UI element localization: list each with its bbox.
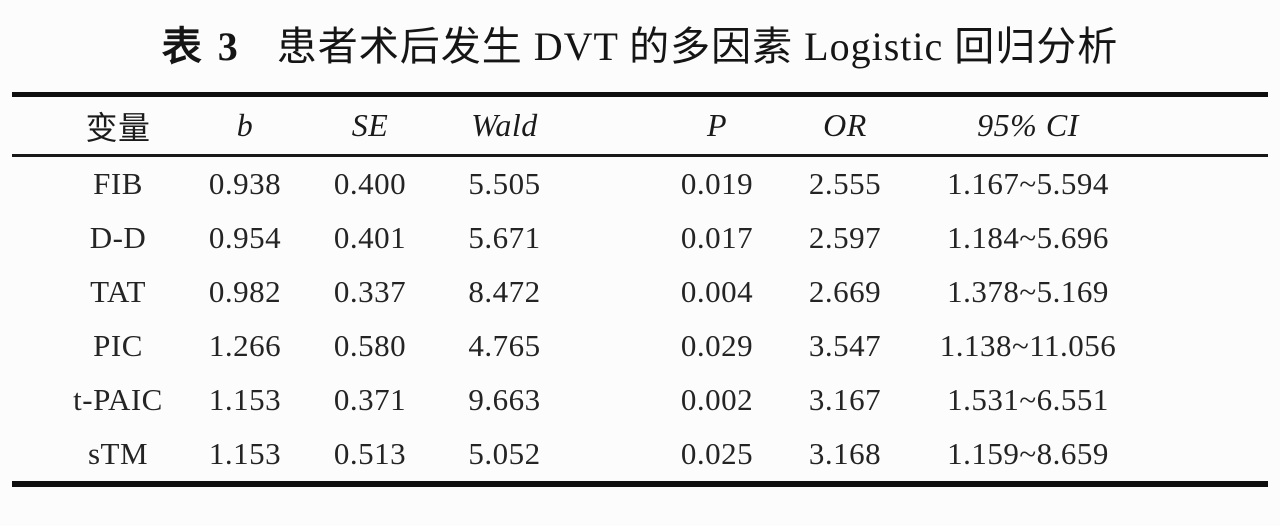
cell-wald: 4.765 (468, 328, 541, 363)
cell-wald: 8.472 (468, 274, 541, 309)
table-row: sTM 1.153 0.513 5.052 0.025 3.168 1.159~… (12, 427, 1268, 484)
cell-se: 0.513 (333, 436, 407, 471)
column-header-wald: Wald (442, 94, 611, 157)
table-caption: 患者术后发生 DVT 的多因素 Logistic 回归分析 (276, 24, 1119, 69)
cell-p: 0.017 (680, 220, 754, 255)
header-row: 变量 b SE Wald P OR 95% CI (12, 94, 1268, 157)
cell-ci: 1.138~11.056 (939, 328, 1117, 363)
cell-or: 2.555 (808, 166, 882, 201)
cell-wald: 5.052 (468, 436, 541, 471)
table-title: 表 3 患者术后发生 DVT 的多因素 Logistic 回归分析 (0, 24, 1280, 70)
cell-b: 0.938 (208, 166, 282, 201)
table-row: D-D 0.954 0.401 5.671 0.017 2.597 1.184~… (12, 211, 1268, 265)
cell-variable: sTM (87, 436, 149, 471)
cell-variable: TAT (90, 274, 146, 309)
cell-ci: 1.184~5.696 (947, 220, 1109, 255)
column-header-ci: 95% CI (933, 94, 1268, 157)
cell-variable: PIC (93, 328, 143, 363)
cell-se: 0.371 (333, 382, 407, 417)
cell-se: 0.580 (333, 328, 407, 363)
cell-p: 0.029 (680, 328, 754, 363)
column-header-se: SE (314, 94, 442, 157)
cell-p: 0.004 (680, 274, 754, 309)
paper-table-figure: 表 3 患者术后发生 DVT 的多因素 Logistic 回归分析 变量 b SE… (0, 24, 1280, 526)
cell-se: 0.401 (333, 220, 407, 255)
table-row: t-PAIC 1.153 0.371 9.663 0.002 3.167 1.5… (12, 373, 1268, 427)
cell-p: 0.019 (680, 166, 754, 201)
column-header-p: P (611, 94, 781, 157)
cell-or: 2.669 (808, 274, 882, 309)
table-row: PIC 1.266 0.580 4.765 0.029 3.547 1.138~… (12, 319, 1268, 373)
cell-b: 0.982 (208, 274, 282, 309)
cell-p: 0.002 (680, 382, 754, 417)
cell-se: 0.337 (333, 274, 407, 309)
cell-ci: 1.159~8.659 (947, 436, 1109, 471)
cell-variable: t-PAIC (73, 382, 163, 417)
table-number: 表 3 (161, 24, 241, 69)
cell-wald: 5.505 (468, 166, 541, 201)
cell-variable: FIB (93, 166, 143, 201)
cell-wald: 5.671 (468, 220, 541, 255)
cell-variable: D-D (89, 220, 147, 255)
cell-se: 0.400 (333, 166, 407, 201)
column-header-b: b (192, 94, 314, 157)
cell-p: 0.025 (680, 436, 754, 471)
cell-or: 3.547 (808, 328, 882, 363)
cell-ci: 1.378~5.169 (947, 274, 1109, 309)
cell-b: 0.954 (208, 220, 282, 255)
column-header-or: OR (781, 94, 933, 157)
logistic-regression-table: 变量 b SE Wald P OR 95% CI FIB 0.938 0.400… (12, 92, 1268, 487)
column-header-variable: 变量 (12, 94, 192, 157)
cell-b: 1.153 (208, 382, 282, 417)
table-row: TAT 0.982 0.337 8.472 0.004 2.669 1.378~… (12, 265, 1268, 319)
cell-wald: 9.663 (468, 382, 541, 417)
table-row: FIB 0.938 0.400 5.505 0.019 2.555 1.167~… (12, 156, 1268, 212)
cell-ci: 1.531~6.551 (947, 382, 1109, 417)
cell-ci: 1.167~5.594 (947, 166, 1109, 201)
cell-or: 2.597 (808, 220, 882, 255)
cell-or: 3.168 (808, 436, 882, 471)
cell-b: 1.266 (208, 328, 282, 363)
cell-b: 1.153 (208, 436, 282, 471)
cell-or: 3.167 (808, 382, 882, 417)
